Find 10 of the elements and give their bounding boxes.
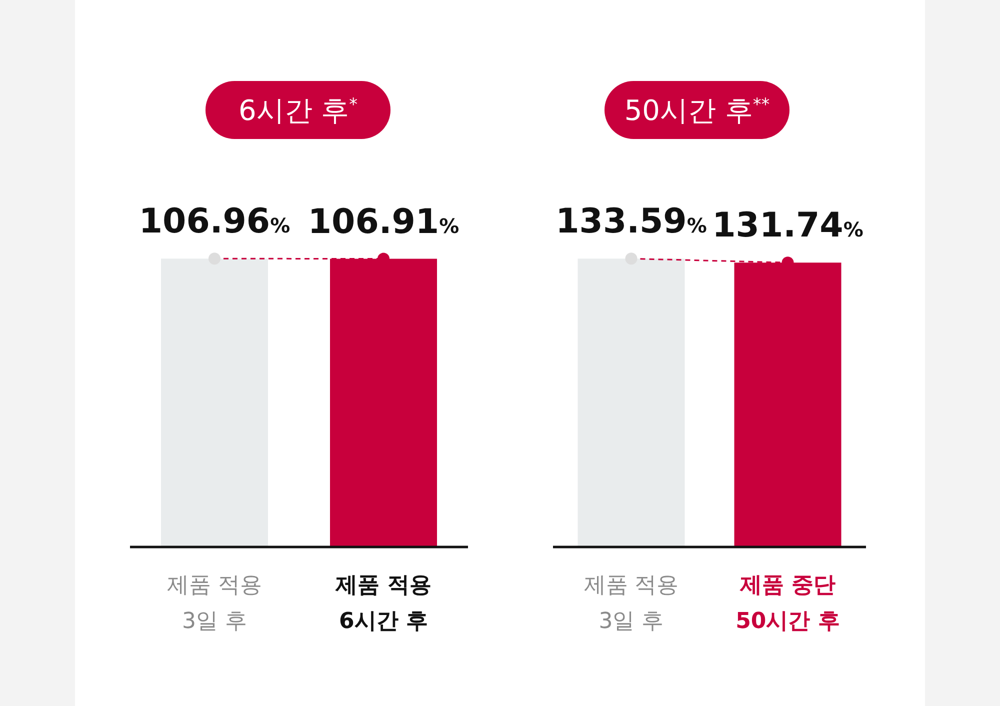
- x-tick-label: 제품 적용 3일 후: [167, 573, 262, 634]
- x-tick-label: 제품 중단 50시간 후: [736, 573, 840, 634]
- data-label: 106.91%: [308, 202, 460, 242]
- chart-title: 50시간 후$^{**}$: [624, 94, 770, 127]
- chart-title: 6시간 후$^{*}$: [238, 94, 358, 127]
- data-label: 133.59%: [556, 202, 707, 242]
- data-label: 131.74%: [712, 206, 864, 246]
- x-tick-label: 제품 적용 6시간 후: [334, 573, 432, 634]
- x-tick-label: 제품 적용 3일 후: [584, 573, 679, 634]
- data-label: 106.96%: [138, 202, 290, 242]
